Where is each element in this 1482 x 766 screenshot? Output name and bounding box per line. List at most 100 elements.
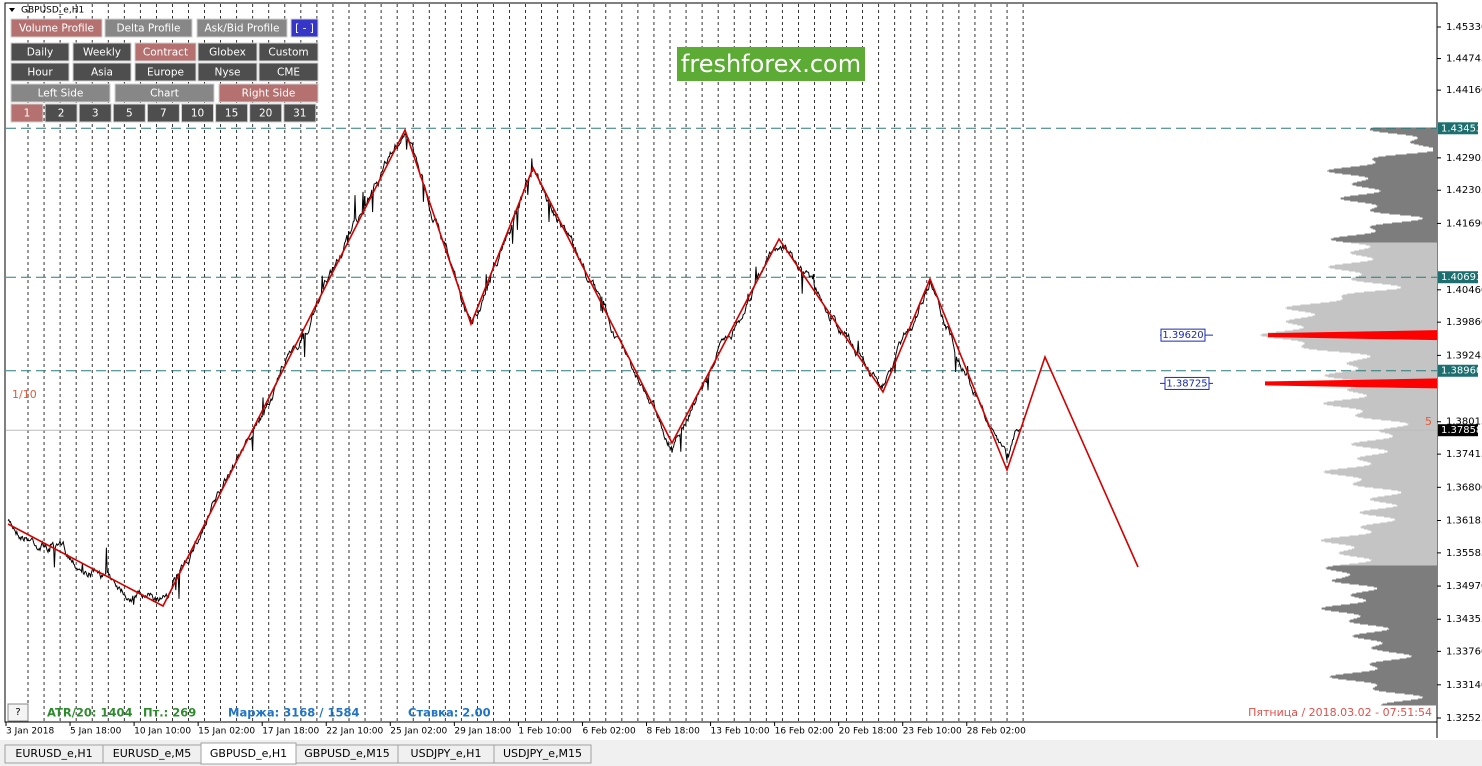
toolbar-button[interactable] [10,42,70,62]
profile-level-label: 1.38725 [1166,378,1207,389]
toolbar-button[interactable] [72,42,132,62]
toolbar-button[interactable] [10,62,70,82]
x-tick-label: 15 Jan 02:00 [198,727,255,737]
toolbar-button[interactable] [196,18,288,38]
x-tick-label: 13 Feb 10:00 [711,727,770,737]
toolbar-button[interactable] [112,103,146,123]
toolbar-button-label: Custom [268,47,308,59]
points: Пт.: 269 [143,706,196,720]
toolbar-button-label: Globex [209,47,246,59]
help-button[interactable] [7,703,29,722]
toolbar-button[interactable] [134,62,197,82]
tab-label: USDJPY_e,M15 [503,747,582,760]
rate: Ставка: 2.00 [408,706,491,720]
y-tick-label: 1.44745 [1446,54,1482,65]
toolbar-button[interactable] [181,103,214,123]
toolbar-button[interactable] [258,42,319,62]
price-tag [1438,122,1478,135]
toolbar-button[interactable] [104,18,193,38]
volume-profile: 1.39620 1.38725 [1160,127,1437,706]
toolbar-button[interactable] [10,18,103,38]
watermark-box [677,47,865,81]
price-tag-label: 1.37858 [1441,425,1482,436]
toolbar-button-label: CME [277,67,300,79]
toolbar-button[interactable] [197,62,258,82]
toolbar-button[interactable] [44,103,78,123]
watermark: freshforex.com [681,50,861,78]
y-tick-label: 1.35585 [1446,548,1482,559]
y-tick-label: 1.38015 [1446,417,1482,428]
toolbar-button-label: Volume Profile [19,23,94,35]
levels [6,127,1437,431]
x-tick-label: 28 Feb 02:00 [967,727,1026,737]
y-tick-label: 1.44160 [1446,85,1482,96]
toolbar-button-label: Daily [27,47,54,59]
y-tick-label: 1.42905 [1446,153,1482,164]
tabs: EURUSD_e,H1 EURUSD_e,M5 GBPUSD_e,H1 GBPUSD_… [4,742,592,765]
atr: ATR/20: 1404 [47,706,133,720]
tab-label: GBPUSD_e,M15 [304,747,389,760]
profile-level-box [1164,376,1210,390]
toolbar-button[interactable] [72,62,132,82]
toolbar: Volume Profile Delta Profile Ask/Bid Profi… [10,18,319,123]
toolbar-button[interactable] [258,62,319,82]
toolbar-button-label: 7 [160,108,167,120]
toolbar-button[interactable] [197,42,258,62]
toolbar-button[interactable] [114,83,215,103]
profile-peak [1268,330,1437,341]
x-tick-label: 10 Jan 10:00 [134,727,191,737]
toolbar-button-label: Delta Profile [117,23,181,35]
toolbar-button-label: 10 [191,108,204,120]
toolbar-button[interactable] [283,103,317,123]
toolbar-button[interactable] [146,103,180,123]
tab[interactable] [493,744,592,764]
toolbar-button-label: 20 [259,108,272,120]
toolbar-button[interactable] [290,18,319,38]
y-tick-label: 1.40460 [1446,285,1482,296]
toolbar-button-label: Ask/Bid Profile [204,23,279,35]
profile-peak [1265,378,1437,389]
y-tick-label: 1.39860 [1446,317,1482,328]
toolbar-button[interactable] [78,103,112,123]
toolbar-button-label: 1 [24,108,31,120]
toolbar-button[interactable] [10,103,44,123]
toolbar-button[interactable] [249,103,283,123]
y-tick-label: 1.34355 [1446,614,1482,625]
menu-arrow[interactable] [9,8,15,12]
scale-label: 1/10 [12,388,37,401]
time-axis: 3 Jan 2018 5 Jan 18:00 10 Jan 10:00 15 Jan … [5,722,1026,737]
toolbar-button[interactable] [215,103,249,123]
price-tag [1438,271,1478,284]
x-tick-label: 20 Feb 18:00 [839,727,898,737]
tab-label: GBPUSD_e,H1 [210,747,287,760]
x-tick-label: 3 Jan 2018 [6,727,54,737]
profile-level-box [1160,328,1206,342]
y-tick-label: 1.41690 [1446,218,1482,229]
tab-label: USDJPY_e,H1 [411,747,482,760]
price-tag-label: 1.40693 [1441,272,1482,283]
toolbar-button-label: Contract [143,47,188,59]
toolbar-button-label: 2 [58,108,65,120]
y-tick-label: 1.36185 [1446,515,1482,526]
toolbar-button-label: Left Side [38,88,84,100]
toolbar-button-label: Asia [91,67,113,79]
x-tick-label: 25 Jan 02:00 [390,727,447,737]
right-label: 5 [1425,415,1432,428]
toolbar-button[interactable] [10,83,111,103]
x-tick-label: 16 Feb 02:00 [775,727,834,737]
y-tick-label: 1.37415 [1446,449,1482,460]
datetime: Пятница / 2018.03.02 - 07:51:54 [1248,706,1432,719]
y-tick-label: 1.34970 [1446,581,1482,592]
toolbar-button[interactable] [134,42,197,62]
price-tag [1438,424,1478,437]
price-tag-label: 1.38960 [1441,366,1482,377]
price-axis: 1.45330 1.44745 1.44160 1.42905 1.42305 1.416… [1437,22,1482,724]
tab-label: EURUSD_e,H1 [15,747,92,760]
tab-label: EURUSD_e,M5 [113,747,191,760]
toolbar-button-label: Chart [150,88,179,100]
toolbar-button-label: Nyse [215,67,241,79]
toolbar-button[interactable] [218,83,319,103]
x-tick-label: 1 Feb 10:00 [518,727,572,737]
y-tick-label: 1.32525 [1446,713,1482,724]
